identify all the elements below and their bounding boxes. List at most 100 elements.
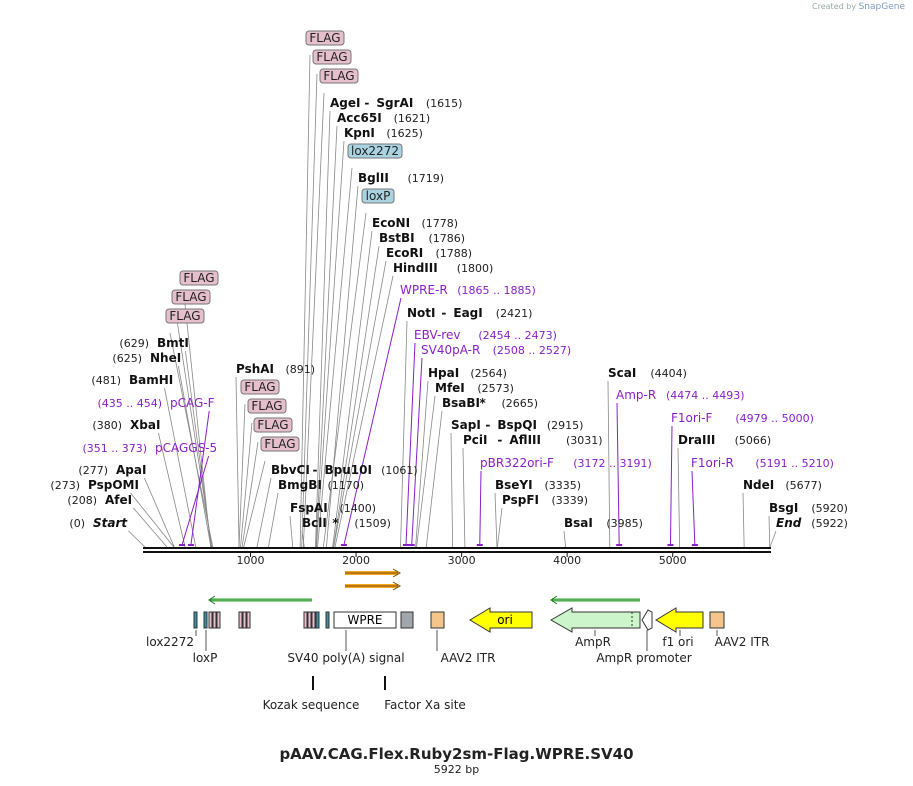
enzyme-position: (1778) bbox=[422, 217, 459, 230]
enzyme-site-mfei: MfeI (2573) bbox=[435, 381, 514, 395]
enzyme-leader bbox=[164, 387, 197, 548]
enzyme-name-2: BspQI bbox=[497, 418, 537, 432]
enzyme-name: BsgI bbox=[769, 501, 798, 515]
enzyme-position: (2665) bbox=[502, 397, 539, 410]
primer-name: EBV-rev bbox=[414, 328, 460, 342]
enzyme-position: (1615) bbox=[426, 97, 463, 110]
primer-leader bbox=[669, 425, 673, 546]
enzyme-star: * bbox=[332, 516, 339, 530]
enzyme-leader bbox=[256, 477, 272, 548]
flag-tag-9: FLAG bbox=[319, 68, 359, 84]
enzyme-name: XbaI bbox=[130, 418, 160, 432]
enzyme-site-agei: AgeI - SgrAI (1615) bbox=[330, 96, 462, 110]
enzyme-position: (3339) bbox=[552, 494, 589, 507]
tick-label-5000: 5000 bbox=[659, 554, 687, 567]
feature-label-aav2-itr-1: AAV2 ITR bbox=[441, 651, 496, 665]
primer-leaders bbox=[179, 297, 698, 546]
feature-label-sv40-polya: SV40 poly(A) signal bbox=[287, 651, 404, 665]
enzyme-leader bbox=[768, 515, 771, 548]
site-labels: (0) Start (208) AfeI (273) PspOMI(277) ApaI (38… bbox=[50, 30, 848, 530]
aav2-itr-right-feature bbox=[709, 611, 725, 629]
enzyme-leader bbox=[128, 530, 146, 548]
enzyme-position: (273) bbox=[50, 479, 80, 492]
enzyme-name: ScaI bbox=[608, 366, 636, 380]
tag-label: FLAG bbox=[323, 69, 354, 83]
f1-ori-feature bbox=[655, 607, 704, 633]
primer-name: SV40pA-R bbox=[421, 343, 480, 357]
tag-label: FLAG bbox=[309, 31, 340, 45]
enzyme-site-scai: ScaI (4404) bbox=[608, 366, 687, 380]
enzyme-name: Acc65I bbox=[337, 111, 382, 125]
enzyme-site-noti: NotI - EagI (2421) bbox=[407, 306, 532, 320]
tag-leader bbox=[241, 441, 259, 548]
enzyme-position: (3335) bbox=[545, 479, 582, 492]
enzyme-site-xbai: (380) XbaI bbox=[92, 418, 160, 432]
enzyme-site-apai: (277) ApaI bbox=[78, 463, 146, 477]
primer-range: (435 .. 454) bbox=[97, 397, 162, 410]
primer-range: (1865 .. 1885) bbox=[457, 284, 536, 297]
tag-box bbox=[260, 436, 300, 452]
enzyme-position: (208) bbox=[67, 494, 97, 507]
primer-leader bbox=[405, 342, 416, 546]
enzyme-name: BmgBI bbox=[278, 478, 322, 492]
enzyme-name: BbvCI bbox=[271, 463, 310, 477]
primer-site-sv40pa-r: SV40pA-R (2508 .. 2527) bbox=[421, 343, 571, 357]
enzyme-name: BstBI bbox=[379, 231, 415, 245]
feature-leaders bbox=[195, 630, 718, 690]
primer-leader bbox=[479, 470, 482, 546]
tag-label: loxP bbox=[366, 189, 391, 203]
primer-leader bbox=[616, 402, 620, 546]
primer-range: (4979 .. 5000) bbox=[735, 412, 814, 425]
primer-site-f1ori-f: F1ori-F (4979 .. 5000) bbox=[671, 411, 814, 425]
enzyme-site-bamhi: (481) BamHI bbox=[91, 373, 173, 387]
tag-box bbox=[347, 143, 403, 159]
enzyme-site-hindiii: HindIII (1800) bbox=[393, 261, 493, 275]
enzyme-site-bseyi: BseYI (3335) bbox=[495, 478, 581, 492]
enzyme-name: MfeI bbox=[435, 381, 465, 395]
enzyme-site-afei: (208) AfeI bbox=[67, 493, 132, 507]
primer-leader bbox=[411, 357, 423, 546]
tag-leader bbox=[169, 332, 214, 548]
enzyme-site-bmgbi: BmgBI (1170) bbox=[278, 478, 364, 492]
tag-label: FLAG bbox=[251, 399, 282, 413]
enzyme-site-ndei: NdeI (5677) bbox=[743, 478, 822, 492]
enzyme-name: BclI bbox=[302, 516, 327, 530]
orf-line-2 bbox=[550, 595, 640, 605]
enzyme-position: (2564) bbox=[470, 367, 507, 380]
primer-arrow-1 bbox=[345, 568, 402, 578]
ampr-promoter-feature bbox=[641, 609, 653, 631]
enzyme-site-bmti: (629) BmtI bbox=[119, 336, 188, 350]
enzyme-site-econi: EcoNI (1778) bbox=[372, 216, 458, 230]
enzyme-leader bbox=[158, 432, 186, 548]
primer-leader bbox=[691, 470, 696, 546]
enzyme-site-kpni: KpnI (1625) bbox=[344, 126, 423, 140]
enzyme-leader bbox=[289, 515, 294, 548]
enzyme-leader bbox=[607, 380, 611, 548]
flag-tag-5: FLAG bbox=[253, 417, 293, 433]
primer-site-amp-r: Amp-R (4474 .. 4493) bbox=[616, 388, 745, 402]
enzyme-name: EcoNI bbox=[372, 216, 410, 230]
enzyme-site-bsgi: BsgI (5920) bbox=[769, 501, 848, 515]
enzyme-position: (1786) bbox=[429, 232, 466, 245]
enzyme-site-bglii: BglII (1719) bbox=[358, 171, 444, 185]
primer-range: (4474 .. 4493) bbox=[666, 389, 745, 402]
enzyme-position: (1621) bbox=[394, 112, 431, 125]
tag-leader bbox=[322, 212, 367, 548]
enzyme-name: HindIII bbox=[393, 261, 438, 275]
enzyme-position: (1509) bbox=[354, 517, 391, 530]
enzyme-dash: - bbox=[313, 463, 318, 477]
enzyme-site-bsabi: BsaBI * (2665) bbox=[442, 396, 538, 410]
enzyme-position: (891) bbox=[286, 363, 316, 376]
enzyme-leader bbox=[133, 507, 168, 548]
flag-tag-3: FLAG bbox=[240, 379, 280, 395]
enzyme-name: HpaI bbox=[428, 366, 459, 380]
enzyme-name: EcoRI bbox=[386, 246, 423, 260]
tag-box bbox=[253, 417, 293, 433]
primer-range: (351 .. 373) bbox=[82, 442, 147, 455]
primer-name: Amp-R bbox=[616, 388, 656, 402]
primer-name: F1ori-F bbox=[671, 411, 712, 425]
primer-range: (5191 .. 5210) bbox=[755, 457, 834, 470]
enzyme-site-ecori: EcoRI (1788) bbox=[386, 246, 472, 260]
tick-label-3000: 3000 bbox=[448, 554, 476, 567]
enzyme-position: (5920) bbox=[811, 502, 848, 515]
